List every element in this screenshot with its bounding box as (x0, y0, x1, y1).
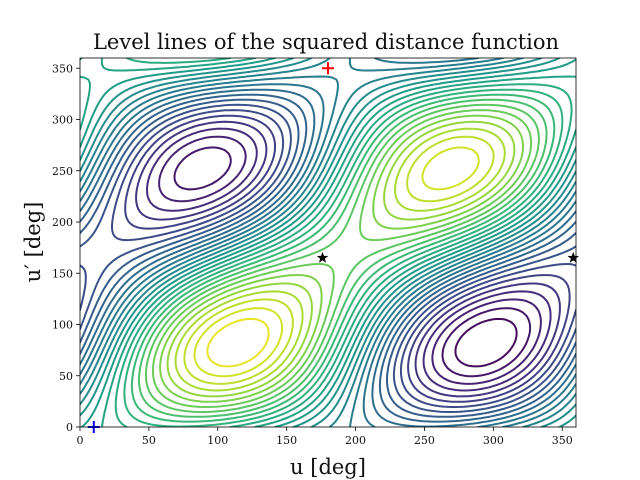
y-tick-label: 150 (52, 267, 73, 280)
x-tick-label: 50 (142, 434, 156, 447)
y-tick-label: 100 (52, 319, 73, 332)
x-tick-label: 300 (483, 434, 504, 447)
contour-level-19 (114, 58, 573, 427)
contour-level-13 (80, 58, 576, 427)
contour-level-29 (193, 146, 480, 378)
contour-level-6 (124, 114, 571, 403)
marker-max (322, 62, 334, 75)
y-tick-label: 250 (52, 165, 73, 178)
y-tick-label: 200 (52, 216, 73, 229)
y-axis-label: u′ [deg] (21, 202, 45, 283)
x-tick-label: 250 (414, 434, 435, 447)
marker-saddle-2 (567, 251, 579, 263)
x-tick-label: 200 (345, 434, 366, 447)
x-tick-label: 150 (276, 434, 297, 447)
y-tick-label: 50 (59, 370, 73, 383)
contour-level-27 (174, 127, 506, 392)
contour-level-3 (158, 135, 542, 385)
x-tick-label: 100 (207, 434, 228, 447)
contour-level-15 (80, 58, 576, 427)
contour-level-22 (138, 98, 548, 418)
y-tick-label: 0 (66, 421, 73, 434)
contour-level-17 (80, 58, 576, 427)
x-axis-label: u [deg] (290, 455, 366, 479)
contour-level-24 (151, 109, 533, 408)
contour-level-26 (166, 120, 516, 398)
contour-level-4 (146, 127, 552, 392)
marker-saddle-1 (316, 251, 329, 263)
y-tick-label: 350 (52, 62, 73, 75)
contour-level-8 (80, 103, 576, 413)
chart-title: Level lines of the squared distance func… (93, 30, 559, 54)
contour-level-25 (159, 114, 524, 403)
contour-level-23 (144, 103, 540, 413)
contour-level-21 (130, 93, 556, 423)
contour-level-12 (80, 58, 576, 427)
x-axis-ticks: 0 50 100 150 200 250 300 350 (77, 427, 573, 447)
contour-level-10 (80, 93, 576, 423)
x-tick-label: 0 (77, 434, 84, 447)
contour-level-7 (80, 109, 576, 408)
x-tick-label: 350 (552, 434, 573, 447)
contour-level-28 (183, 135, 495, 385)
y-axis-ticks: 0 50 100 150 200 250 300 350 (52, 62, 80, 434)
contour-level-1 (454, 317, 518, 368)
y-tick-label: 300 (52, 114, 73, 127)
plot-frame (79, 57, 577, 428)
contour-level-20 (123, 88, 564, 427)
contour-level-9 (80, 98, 576, 418)
contour-level-11 (80, 88, 576, 427)
contour-lines (80, 58, 576, 427)
contour-level-2 (173, 146, 532, 378)
contour-level-18 (80, 58, 576, 427)
contour-level-14 (80, 58, 576, 427)
contour-level-5 (135, 120, 561, 398)
contour-level-30 (206, 317, 270, 368)
